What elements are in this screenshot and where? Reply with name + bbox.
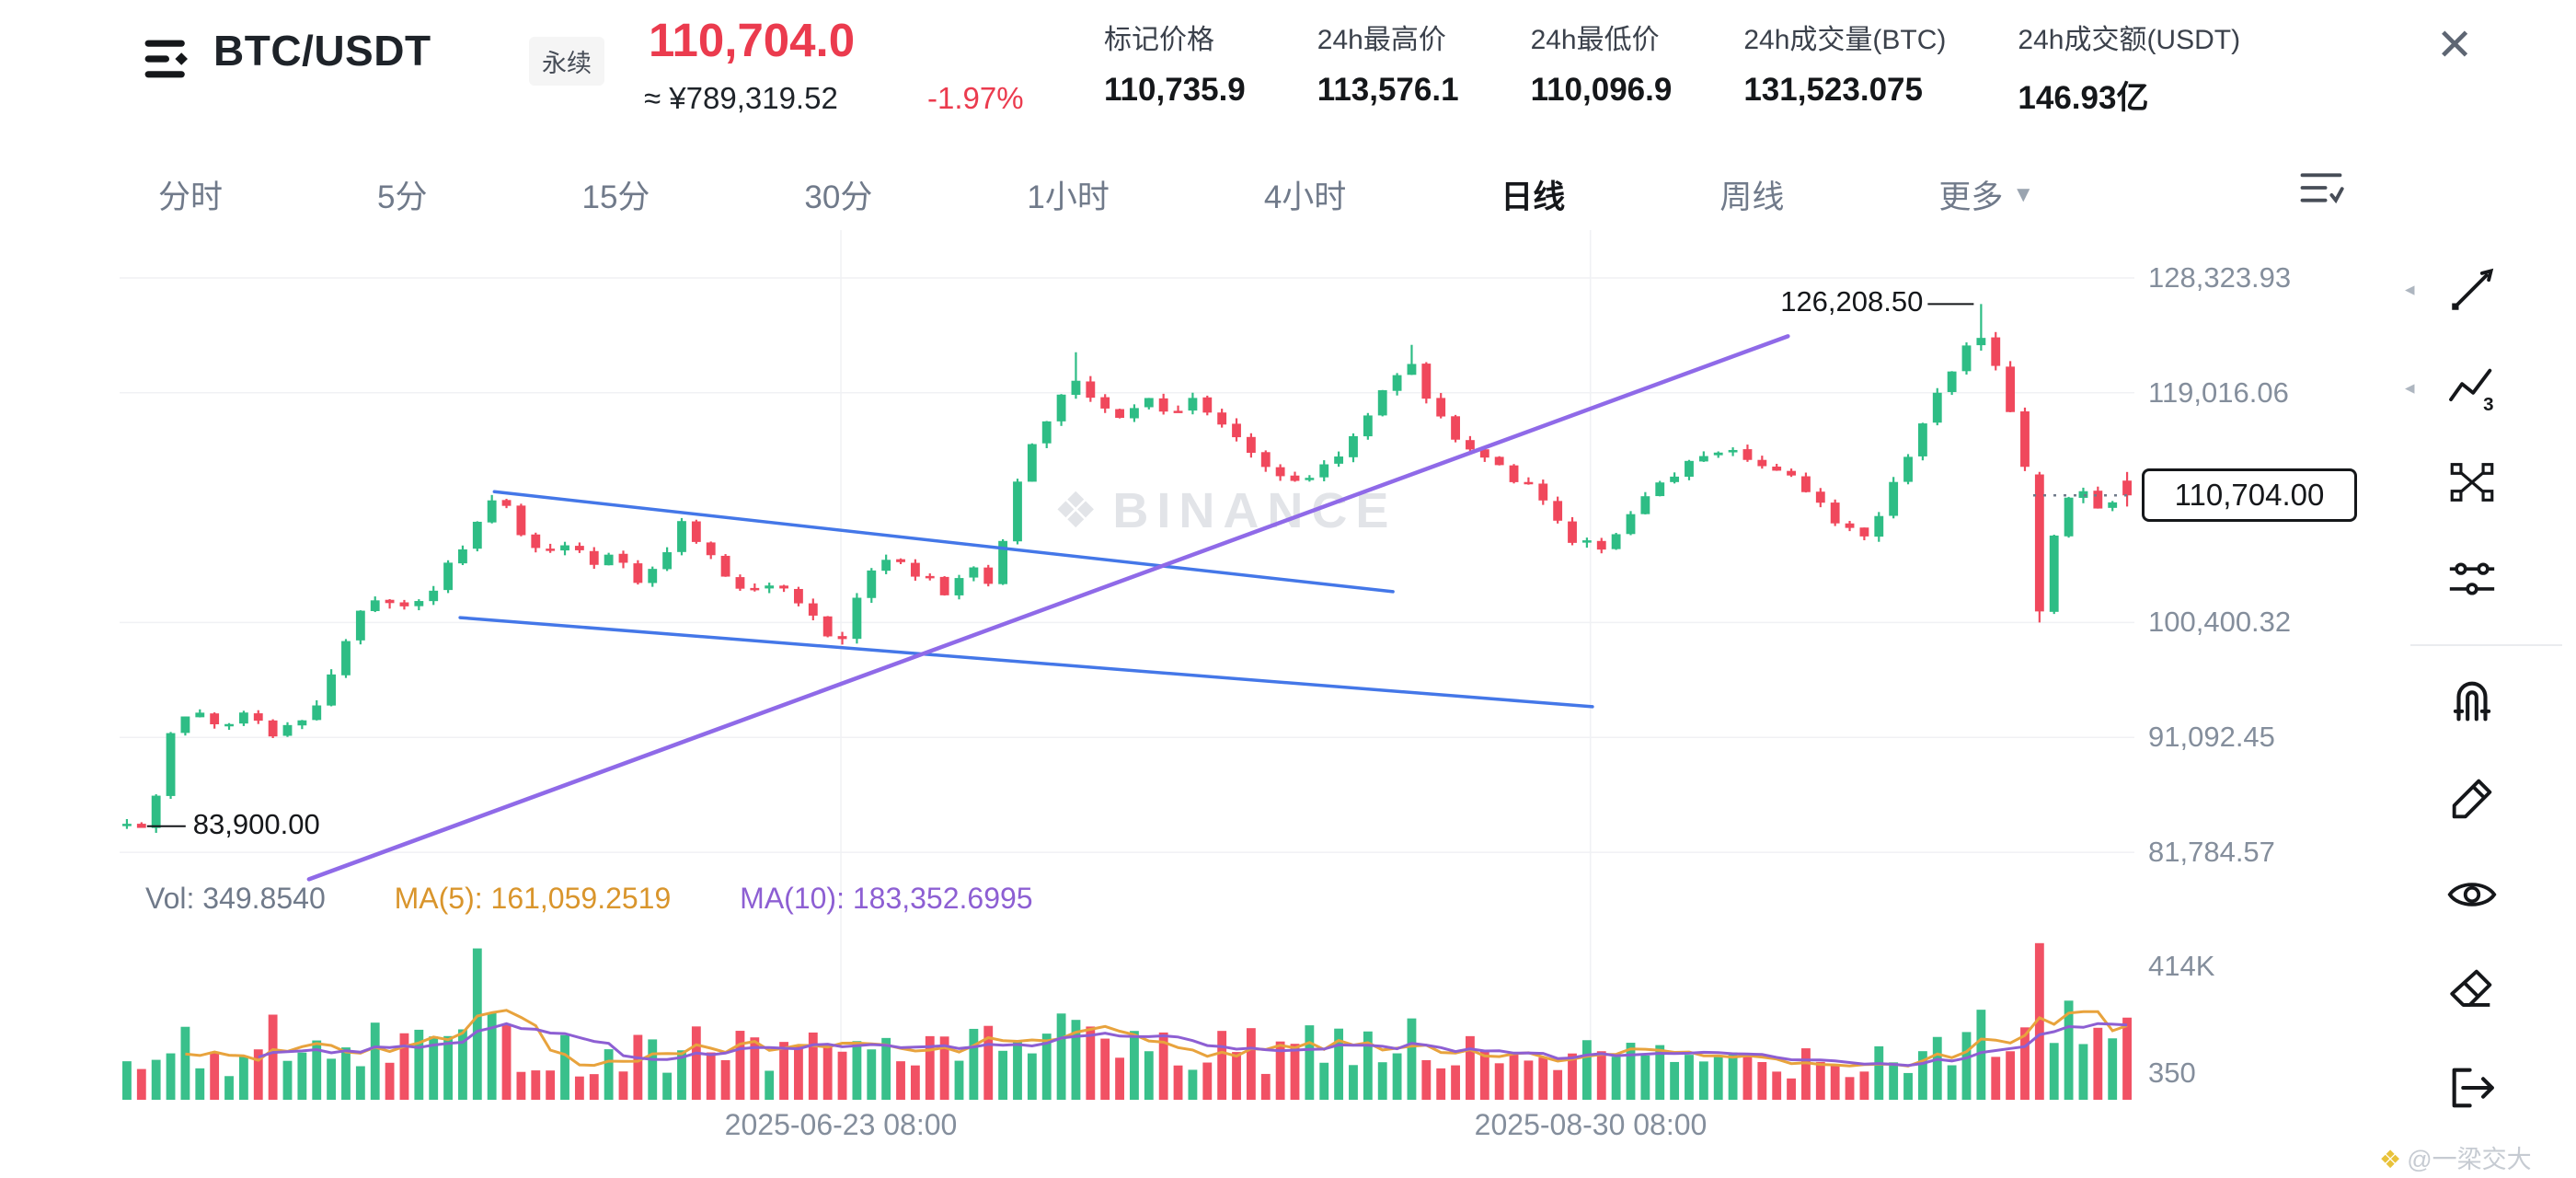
- author-watermark: ❖ @一梁交大: [2379, 1146, 2532, 1173]
- price-axis-label: 91,092.45: [2148, 721, 2275, 754]
- tab-15m[interactable]: 15分: [581, 179, 650, 215]
- chevron-down-icon: ▼: [2012, 181, 2035, 207]
- price-axis-label: 128,323.93: [2148, 260, 2292, 294]
- stat-24h-high: 24h最高价 113,576.1: [1317, 25, 1459, 108]
- diamond-icon: ❖: [2379, 1146, 2402, 1173]
- flyout-left-arrow-icon[interactable]: ◂: [2405, 279, 2415, 300]
- drawing-toolbar: ◂ ◂ 3: [2401, 248, 2576, 1114]
- indicator-settings-icon[interactable]: [2298, 167, 2344, 211]
- volume-axis-label: 414K: [2148, 950, 2215, 982]
- pencil-icon[interactable]: [2445, 772, 2499, 826]
- stat-24h-low: 24h最低价 110,096.9: [1530, 25, 1673, 108]
- stat-24h-volume-btc: 24h成交量(BTC) 131,523.075: [1743, 25, 1947, 108]
- eraser-icon[interactable]: [2445, 963, 2499, 1016]
- ticker-stats: 标记价格 110,735.9 24h最高价 113,576.1 24h最低价 1…: [1104, 17, 2240, 119]
- volume-indicator-row: Vol: 349.8540 MA(5): 161,059.2519 MA(10)…: [145, 882, 1033, 916]
- time-axis-label: 2025-06-23 08:00: [724, 1108, 958, 1141]
- change-percent: -1.97%: [927, 81, 1024, 115]
- timeframe-tabs: 分时 5分 15分 30分 1小时 4小时 日线 周线 更多 ▼: [158, 171, 2034, 218]
- fiat-price: ≈ ¥789,319.52: [644, 81, 838, 115]
- xabcd-pattern-tool-icon[interactable]: [2445, 456, 2499, 509]
- time-axis-label: 2025-08-30 08:00: [1474, 1108, 1708, 1141]
- eye-icon[interactable]: [2445, 868, 2499, 921]
- candlestick-chart[interactable]: [120, 230, 2134, 1100]
- price-axis-label: 81,784.57: [2148, 836, 2275, 869]
- export-icon[interactable]: [2445, 1061, 2499, 1114]
- tab-daily[interactable]: 日线: [1501, 179, 1566, 215]
- binance-diamond-icon: ❖: [1053, 483, 1098, 538]
- binance-watermark: ❖ BINANCE: [1053, 483, 1397, 538]
- position-tool-icon[interactable]: [2445, 552, 2499, 606]
- close-button[interactable]: ✕: [2436, 21, 2474, 70]
- svg-text:3: 3: [2483, 394, 2493, 415]
- swing-low-label: 83,900.00: [192, 807, 320, 840]
- symbol-title: BTC/USDT: [213, 27, 431, 75]
- stat-24h-turnover-usdt: 24h成交额(USDT) 146.93亿: [2018, 25, 2241, 116]
- volume-ma10-value: MA(10): 183,352.6995: [740, 882, 1033, 915]
- tab-4h[interactable]: 4小时: [1263, 179, 1347, 215]
- trendline-tool-icon[interactable]: [2445, 263, 2499, 317]
- tab-time-share[interactable]: 分时: [158, 179, 224, 215]
- tab-30m[interactable]: 30分: [804, 179, 873, 215]
- magnet-icon[interactable]: [2445, 675, 2499, 728]
- tab-weekly[interactable]: 周线: [1719, 179, 1785, 215]
- flyout-left-arrow-icon[interactable]: ◂: [2405, 377, 2415, 398]
- stat-mark-price: 标记价格 110,735.9: [1104, 25, 1246, 108]
- price-axis-label: 119,016.06: [2148, 375, 2289, 409]
- swing-high-label: 126,208.50: [1780, 285, 1924, 318]
- toolbar-divider: [2410, 644, 2562, 646]
- wave-pattern-tool-icon[interactable]: 3: [2445, 362, 2499, 415]
- exchange-logo-icon: [143, 37, 196, 86]
- price-axis-label: 100,400.32: [2148, 606, 2292, 639]
- last-price: 110,704.0: [649, 14, 856, 66]
- volume-value: Vol: 349.8540: [145, 882, 326, 915]
- volume-axis-label: 350: [2148, 1057, 2196, 1089]
- tab-more[interactable]: 更多 ▼: [1938, 179, 2035, 215]
- tab-5m[interactable]: 5分: [377, 179, 428, 215]
- current-price-tag: 110,704.00: [2142, 468, 2357, 523]
- volume-ma5-value: MA(5): 161,059.2519: [394, 882, 672, 915]
- contract-type-badge: 永续: [529, 37, 604, 86]
- tab-1h[interactable]: 1小时: [1027, 179, 1110, 215]
